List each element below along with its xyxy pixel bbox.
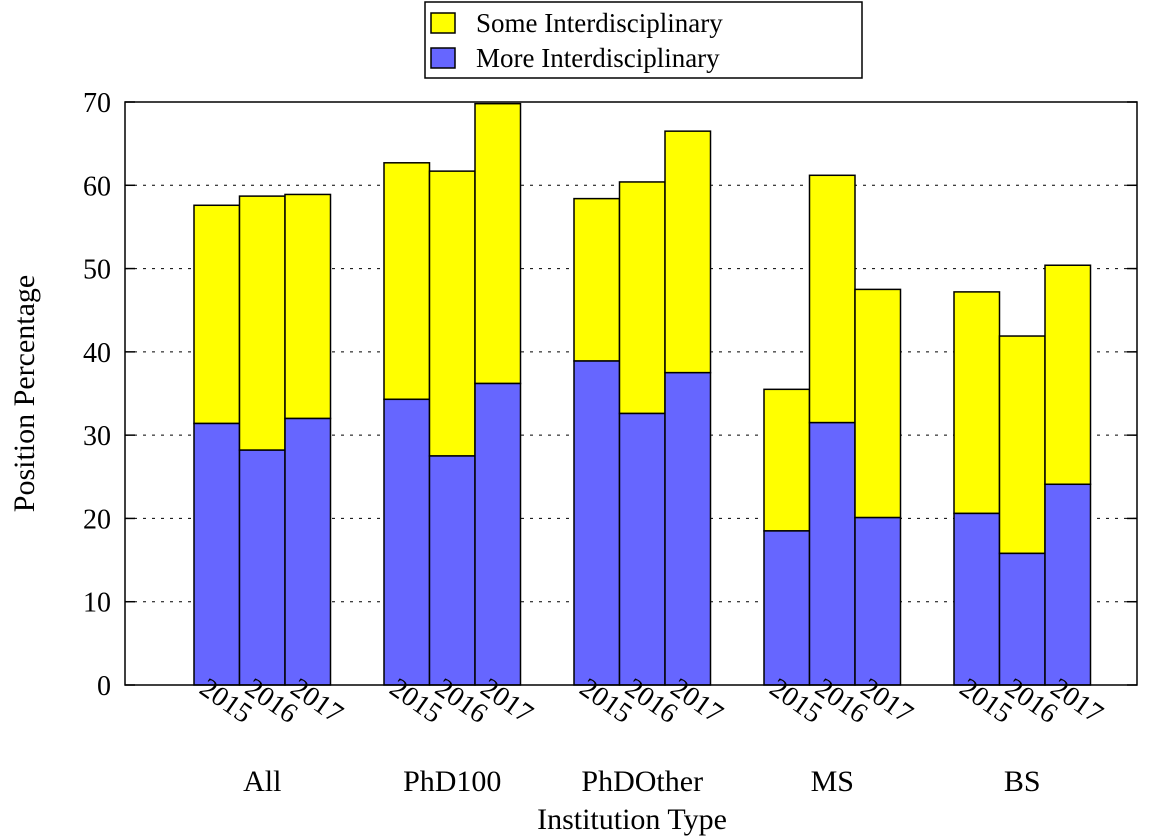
x-axis-title: Institution Type bbox=[537, 803, 727, 836]
bar-more-All-2016 bbox=[238, 449, 286, 686]
bars bbox=[193, 102, 1092, 686]
bar-some-BS-2015 bbox=[953, 291, 1001, 515]
y-tick-label: 40 bbox=[83, 338, 111, 369]
bar-some-All-2017 bbox=[284, 193, 332, 420]
bar-more-MS-2017 bbox=[854, 516, 902, 686]
group-label-PhD100: PhD100 bbox=[403, 765, 501, 798]
group-label-MS: MS bbox=[811, 765, 854, 798]
bar-more-MS-2015 bbox=[763, 530, 811, 686]
legend-box bbox=[424, 1, 863, 79]
bar-more-BS-2015 bbox=[953, 512, 1001, 686]
legend-label-more: More Interdisciplinary bbox=[476, 43, 720, 73]
bar-more-PhDOther-2016 bbox=[618, 412, 666, 686]
group-label-All: All bbox=[243, 765, 281, 798]
legend-label-some: Some Interdisciplinary bbox=[476, 8, 723, 38]
bar-more-PhDOther-2015 bbox=[573, 360, 621, 686]
bar-more-PhD100-2015 bbox=[383, 398, 431, 686]
legend: Some Interdisciplinary More Interdiscipl… bbox=[424, 1, 863, 79]
bar-more-PhD100-2016 bbox=[428, 455, 476, 686]
bar-some-MS-2016 bbox=[808, 174, 856, 424]
bar-more-BS-2017 bbox=[1044, 483, 1092, 686]
legend-swatch-some bbox=[430, 12, 456, 34]
plot-frame bbox=[124, 101, 1138, 686]
x-axis-labels: 201520162017All201520162017PhD1002015201… bbox=[194, 672, 1109, 798]
bar-more-PhD100-2017 bbox=[474, 382, 522, 686]
bar-some-MS-2017 bbox=[854, 288, 902, 519]
bar-some-PhDOther-2017 bbox=[664, 130, 712, 374]
y-tick-label: 60 bbox=[83, 171, 111, 202]
bar-some-BS-2016 bbox=[998, 335, 1046, 555]
bar-some-All-2016 bbox=[238, 195, 286, 451]
y-tick-label: 30 bbox=[83, 421, 111, 452]
bar-some-PhD100-2017 bbox=[474, 102, 522, 385]
bar-more-PhDOther-2017 bbox=[664, 371, 712, 686]
bar-some-All-2015 bbox=[193, 204, 241, 425]
bar-some-BS-2017 bbox=[1044, 264, 1092, 486]
bar-some-MS-2015 bbox=[763, 388, 811, 532]
bar-more-BS-2016 bbox=[998, 552, 1046, 686]
group-label-BS: BS bbox=[1004, 765, 1041, 798]
y-tick-label: 20 bbox=[83, 504, 111, 535]
y-axis-ticks: 0 10 20 30 40 50 60 70 bbox=[83, 88, 1137, 702]
bar-more-All-2017 bbox=[284, 417, 332, 686]
legend-swatch-more bbox=[430, 47, 456, 69]
y-tick-label: 50 bbox=[83, 255, 111, 286]
bar-more-MS-2016 bbox=[808, 421, 856, 686]
group-label-PhDOther: PhDOther bbox=[581, 765, 703, 798]
bar-more-All-2015 bbox=[193, 422, 241, 686]
y-tick-label: 70 bbox=[83, 88, 111, 119]
bar-some-PhDOther-2016 bbox=[618, 181, 666, 415]
bar-some-PhD100-2016 bbox=[428, 170, 476, 457]
y-axis-title: Position Percentage bbox=[8, 275, 41, 512]
bar-some-PhD100-2015 bbox=[383, 162, 431, 401]
y-tick-label: 0 bbox=[97, 671, 111, 702]
y-tick-label: 10 bbox=[83, 588, 111, 619]
bar-some-PhDOther-2015 bbox=[573, 197, 621, 362]
